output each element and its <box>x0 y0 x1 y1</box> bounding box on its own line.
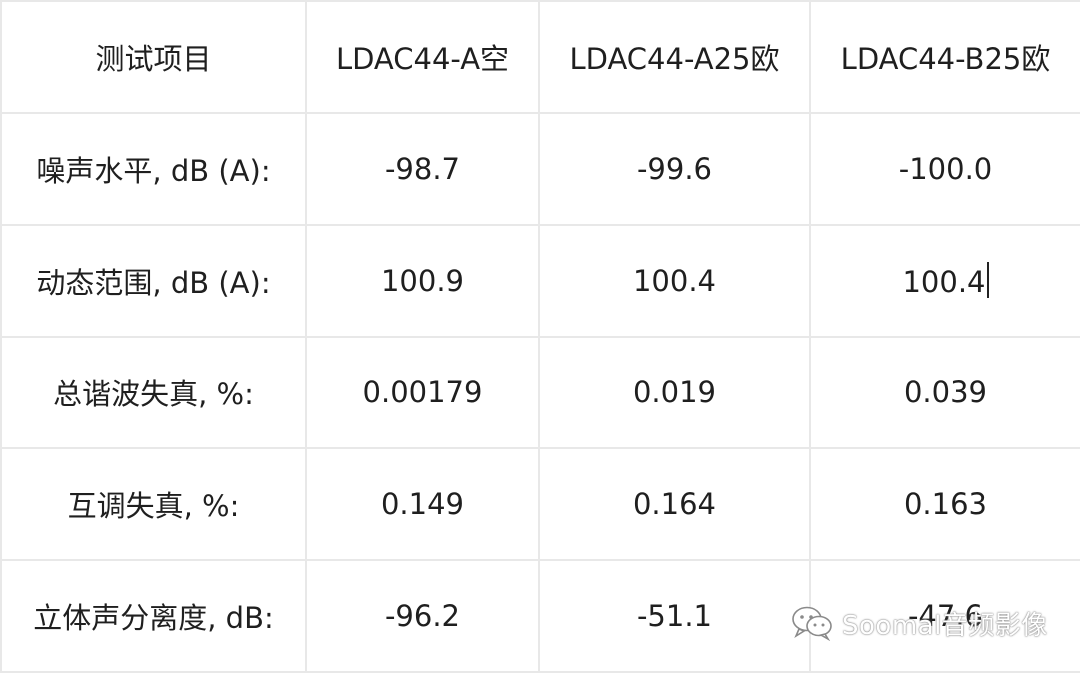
header-cell-a-empty: LDAC44-A空 <box>305 0 540 114</box>
table-cell: 0.164 <box>538 447 811 562</box>
table-cell: -51.1 <box>538 559 811 673</box>
row-label: 总谐波失真, %: <box>0 335 307 450</box>
table-cell: 0.019 <box>538 335 811 450</box>
table-row-dynamic-range: 动态范围, dB (A): 100.9 100.4 100.4 <box>0 223 1080 338</box>
table-row-noise-level: 噪声水平, dB (A): -98.7 -99.6 -100.0 <box>0 112 1080 226</box>
table-cell-value: 100.4 <box>902 265 986 300</box>
row-label: 噪声水平, dB (A): <box>0 112 307 226</box>
table-cell: -96.2 <box>305 559 540 673</box>
header-row: 测试项目 LDAC44-A空 LDAC44-A25欧 LDAC44-B25欧 <box>0 0 1080 114</box>
row-label: 立体声分离度, dB: <box>0 559 307 673</box>
table-cell: 0.163 <box>809 447 1080 562</box>
table-cell: 0.039 <box>809 335 1080 450</box>
table-cell-editing[interactable]: 100.4 <box>809 223 1080 338</box>
header-cell-a25-eu: LDAC44-A25欧 <box>538 0 811 114</box>
wechat-icon <box>790 605 834 642</box>
table-cell: -99.6 <box>538 112 811 226</box>
table-cell: 100.9 <box>305 223 540 338</box>
header-cell-test-item: 测试项目 <box>0 0 307 114</box>
table-cell: -98.7 <box>305 112 540 226</box>
table-cell: 0.149 <box>305 447 540 562</box>
table-row-imd: 互调失真, %: 0.149 0.164 0.163 <box>0 447 1080 562</box>
row-label: 动态范围, dB (A): <box>0 223 307 338</box>
table-cell: 0.00179 <box>305 335 540 450</box>
text-caret <box>986 262 989 299</box>
watermark: Soomal音频影像 <box>790 601 1048 645</box>
table-cell: -100.0 <box>809 112 1080 226</box>
header-cell-b25-eu: LDAC44-B25欧 <box>809 0 1080 114</box>
row-label: 互调失真, %: <box>0 447 307 562</box>
table-cell: 100.4 <box>538 223 811 338</box>
watermark-text: Soomal音频影像 <box>842 610 1048 641</box>
table-row-thd: 总谐波失真, %: 0.00179 0.019 0.039 <box>0 335 1080 450</box>
